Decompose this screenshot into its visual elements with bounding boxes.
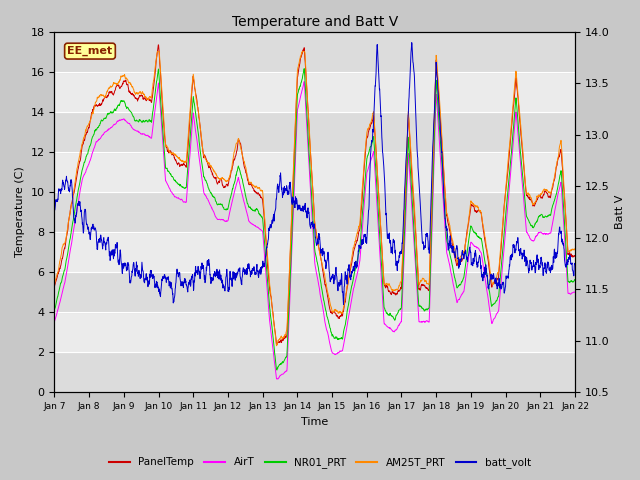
Y-axis label: Batt V: Batt V [615,195,625,229]
Bar [54,312,575,352]
Bar [54,72,575,112]
X-axis label: Time: Time [301,417,328,427]
Title: Temperature and Batt V: Temperature and Batt V [232,15,398,29]
Bar [54,232,575,272]
Bar [54,272,575,312]
Bar [54,152,575,192]
Bar [54,32,575,72]
Bar [54,192,575,232]
Legend: PanelTemp, AirT, NR01_PRT, AM25T_PRT, batt_volt: PanelTemp, AirT, NR01_PRT, AM25T_PRT, ba… [105,453,535,472]
Bar [54,352,575,392]
Y-axis label: Temperature (C): Temperature (C) [15,167,25,257]
Text: EE_met: EE_met [67,46,113,56]
Bar [54,112,575,152]
